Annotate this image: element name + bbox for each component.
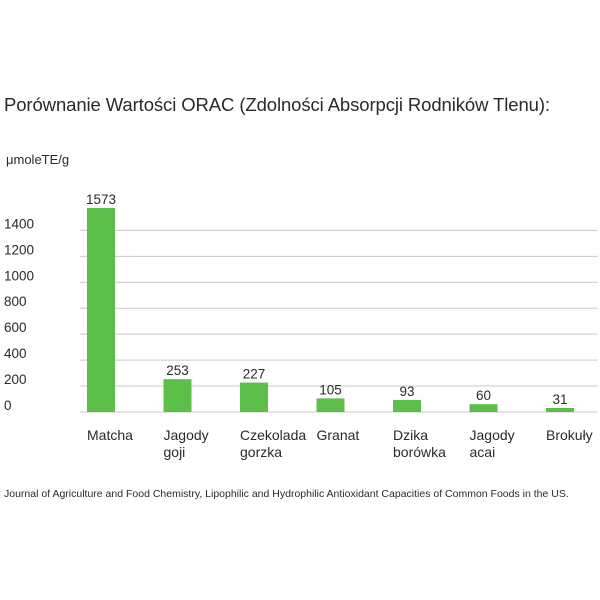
- data-label: 105: [319, 382, 342, 397]
- y-tick-label: 1000: [4, 268, 34, 283]
- x-tick-label: Czekolada gorzka: [240, 427, 306, 460]
- source-citation: Journal of Agriculture and Food Chemistr…: [4, 488, 569, 500]
- bar: [240, 382, 268, 412]
- y-tick-label: 600: [4, 320, 27, 335]
- y-axis-unit-label: μmoleTE/g: [6, 152, 70, 167]
- y-tick-label: 400: [4, 346, 27, 361]
- data-label: 93: [399, 384, 414, 399]
- x-tick-label: Dzika borówka: [393, 427, 446, 460]
- data-label: 1573: [86, 192, 116, 207]
- bar: [163, 379, 192, 412]
- bar: [316, 398, 345, 412]
- x-tick-label: Granat: [317, 427, 360, 443]
- y-tick-label: 800: [4, 294, 27, 309]
- x-tick-label: Matcha: [87, 427, 133, 443]
- bar: [469, 404, 498, 412]
- chart-title: Porównanie Wartości ORAC (Zdolności Abso…: [4, 94, 550, 115]
- bar: [546, 407, 574, 412]
- y-tick-label: 200: [4, 372, 27, 387]
- data-label: 60: [476, 388, 491, 403]
- bar: [393, 399, 421, 412]
- x-tick-label: Brokuły: [546, 427, 593, 443]
- y-tick-label: 0: [4, 398, 12, 413]
- x-tick-label: Jagody acai: [470, 427, 515, 460]
- data-label: 31: [552, 392, 567, 407]
- y-tick-label: 1200: [4, 242, 34, 257]
- y-tick-label: 1400: [4, 216, 34, 231]
- data-label: 253: [166, 363, 189, 378]
- x-tick-label: Jagody goji: [164, 427, 209, 460]
- data-label: 227: [243, 367, 266, 382]
- bar: [87, 208, 115, 412]
